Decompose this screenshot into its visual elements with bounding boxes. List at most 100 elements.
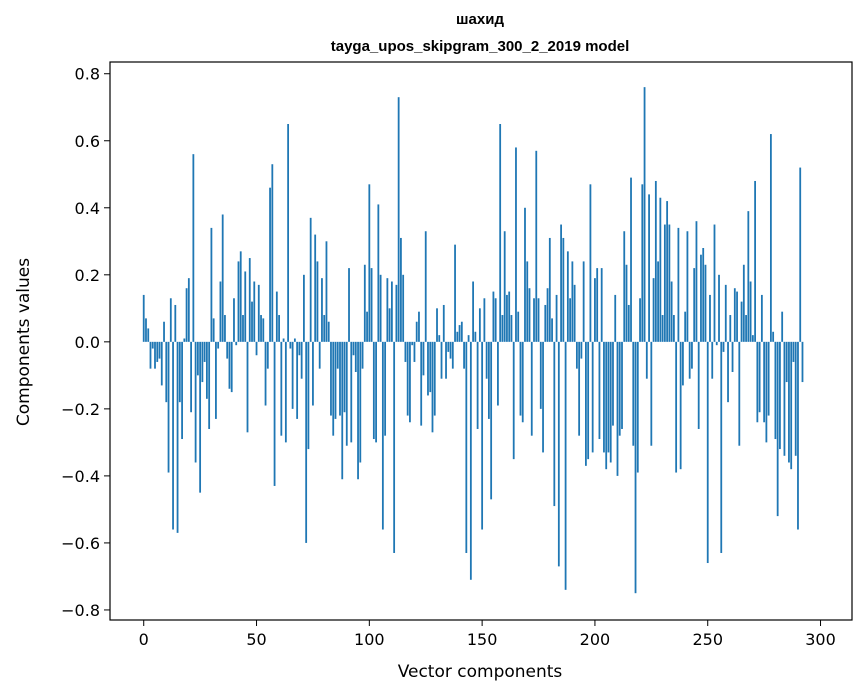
bar-244 <box>693 268 696 342</box>
bar-255 <box>718 274 720 342</box>
bar-50 <box>255 341 258 356</box>
bar-142 <box>463 341 465 369</box>
bar-197 <box>587 341 590 460</box>
bar-130 <box>436 308 438 342</box>
bar-58 <box>273 341 276 486</box>
bar-171 <box>528 288 531 342</box>
bar-196 <box>585 341 587 466</box>
bar-112 <box>395 284 398 342</box>
bar-288 <box>792 341 795 362</box>
chart-subtitle: tayga_upos_skipgram_300_2_2019 model <box>331 38 630 55</box>
bar-8 <box>160 341 163 386</box>
bar-49 <box>253 281 256 342</box>
bar-54 <box>264 341 267 406</box>
bar-191 <box>573 284 576 342</box>
y-axis-label: Components values <box>14 258 34 426</box>
bar-181 <box>551 318 553 342</box>
bar-172 <box>530 341 533 436</box>
bar-253 <box>713 224 716 342</box>
bar-202 <box>598 341 601 440</box>
bar-106 <box>381 341 384 530</box>
bar-224 <box>648 194 650 342</box>
bar-164 <box>512 341 515 460</box>
bar-185 <box>560 224 562 342</box>
bar-1 <box>145 318 147 342</box>
bar-32 <box>215 341 217 419</box>
bar-148 <box>476 341 479 429</box>
bar-227 <box>654 180 657 342</box>
bar-284 <box>783 341 786 456</box>
bar-180 <box>548 237 551 342</box>
bar-216 <box>630 177 632 342</box>
bar-70 <box>300 341 303 379</box>
bar-266 <box>742 264 745 342</box>
bar-177 <box>542 341 544 453</box>
bar-242 <box>688 341 691 379</box>
y-tick-label: −0.8 <box>61 601 100 620</box>
bar-157 <box>497 341 499 406</box>
bar-183 <box>555 294 558 342</box>
bar-139 <box>456 331 459 342</box>
bar-22 <box>192 154 195 342</box>
bar-57 <box>271 164 274 342</box>
bar-219 <box>636 341 639 473</box>
bar-241 <box>686 231 689 342</box>
bar-192 <box>575 341 578 369</box>
bar-94 <box>354 341 357 372</box>
bar-156 <box>494 298 497 342</box>
bar-254 <box>715 341 718 346</box>
bar-115 <box>402 274 405 342</box>
bar-61 <box>280 341 283 436</box>
bar-75 <box>312 341 314 406</box>
bar-12 <box>169 298 172 342</box>
bar-129 <box>433 341 436 416</box>
bar-77 <box>316 261 319 342</box>
bar-168 <box>521 341 524 423</box>
bar-7 <box>158 341 161 359</box>
x-tick-label: 300 <box>805 630 836 649</box>
bar-145 <box>469 341 472 580</box>
bar-235 <box>672 315 675 342</box>
bar-103 <box>375 341 377 443</box>
bar-73 <box>307 341 310 450</box>
bar-258 <box>724 284 727 342</box>
y-axis-ticks: −0.8 −0.6 −0.4 −0.2 0.0 0.2 0.4 0.6 0.8 <box>61 65 110 620</box>
bar-279 <box>772 331 775 342</box>
bar-120 <box>413 341 416 362</box>
bar-17 <box>181 341 183 440</box>
bar-116 <box>404 341 407 362</box>
bar-136 <box>449 341 452 359</box>
bar-205 <box>605 341 608 470</box>
y-tick-label: −0.4 <box>61 467 100 486</box>
bar-107 <box>384 341 387 436</box>
bar-214 <box>625 264 628 342</box>
bar-217 <box>632 341 635 446</box>
bar-74 <box>309 217 312 342</box>
bar-20 <box>187 278 190 342</box>
bar-277 <box>767 341 770 416</box>
bar-147 <box>474 331 477 342</box>
bar-141 <box>460 321 463 342</box>
bar-83 <box>330 341 332 416</box>
bar-11 <box>167 341 170 473</box>
y-tick-label: 0.4 <box>75 199 100 218</box>
bar-100 <box>368 184 371 342</box>
bar-198 <box>589 184 592 342</box>
bar-113 <box>397 97 400 342</box>
bar-245 <box>695 221 698 342</box>
bar-56 <box>269 187 271 342</box>
bar-93 <box>352 341 355 356</box>
bar-118 <box>409 341 411 423</box>
bar-15 <box>176 341 179 533</box>
bar-42 <box>237 261 240 342</box>
bar-24 <box>196 341 199 376</box>
bar-52 <box>260 315 262 342</box>
bar-55 <box>266 341 269 369</box>
bar-247 <box>700 254 702 342</box>
bar-76 <box>314 234 317 342</box>
bar-91 <box>348 268 350 342</box>
bar-269 <box>749 281 752 342</box>
bar-176 <box>539 341 542 409</box>
bar-14 <box>174 304 177 342</box>
